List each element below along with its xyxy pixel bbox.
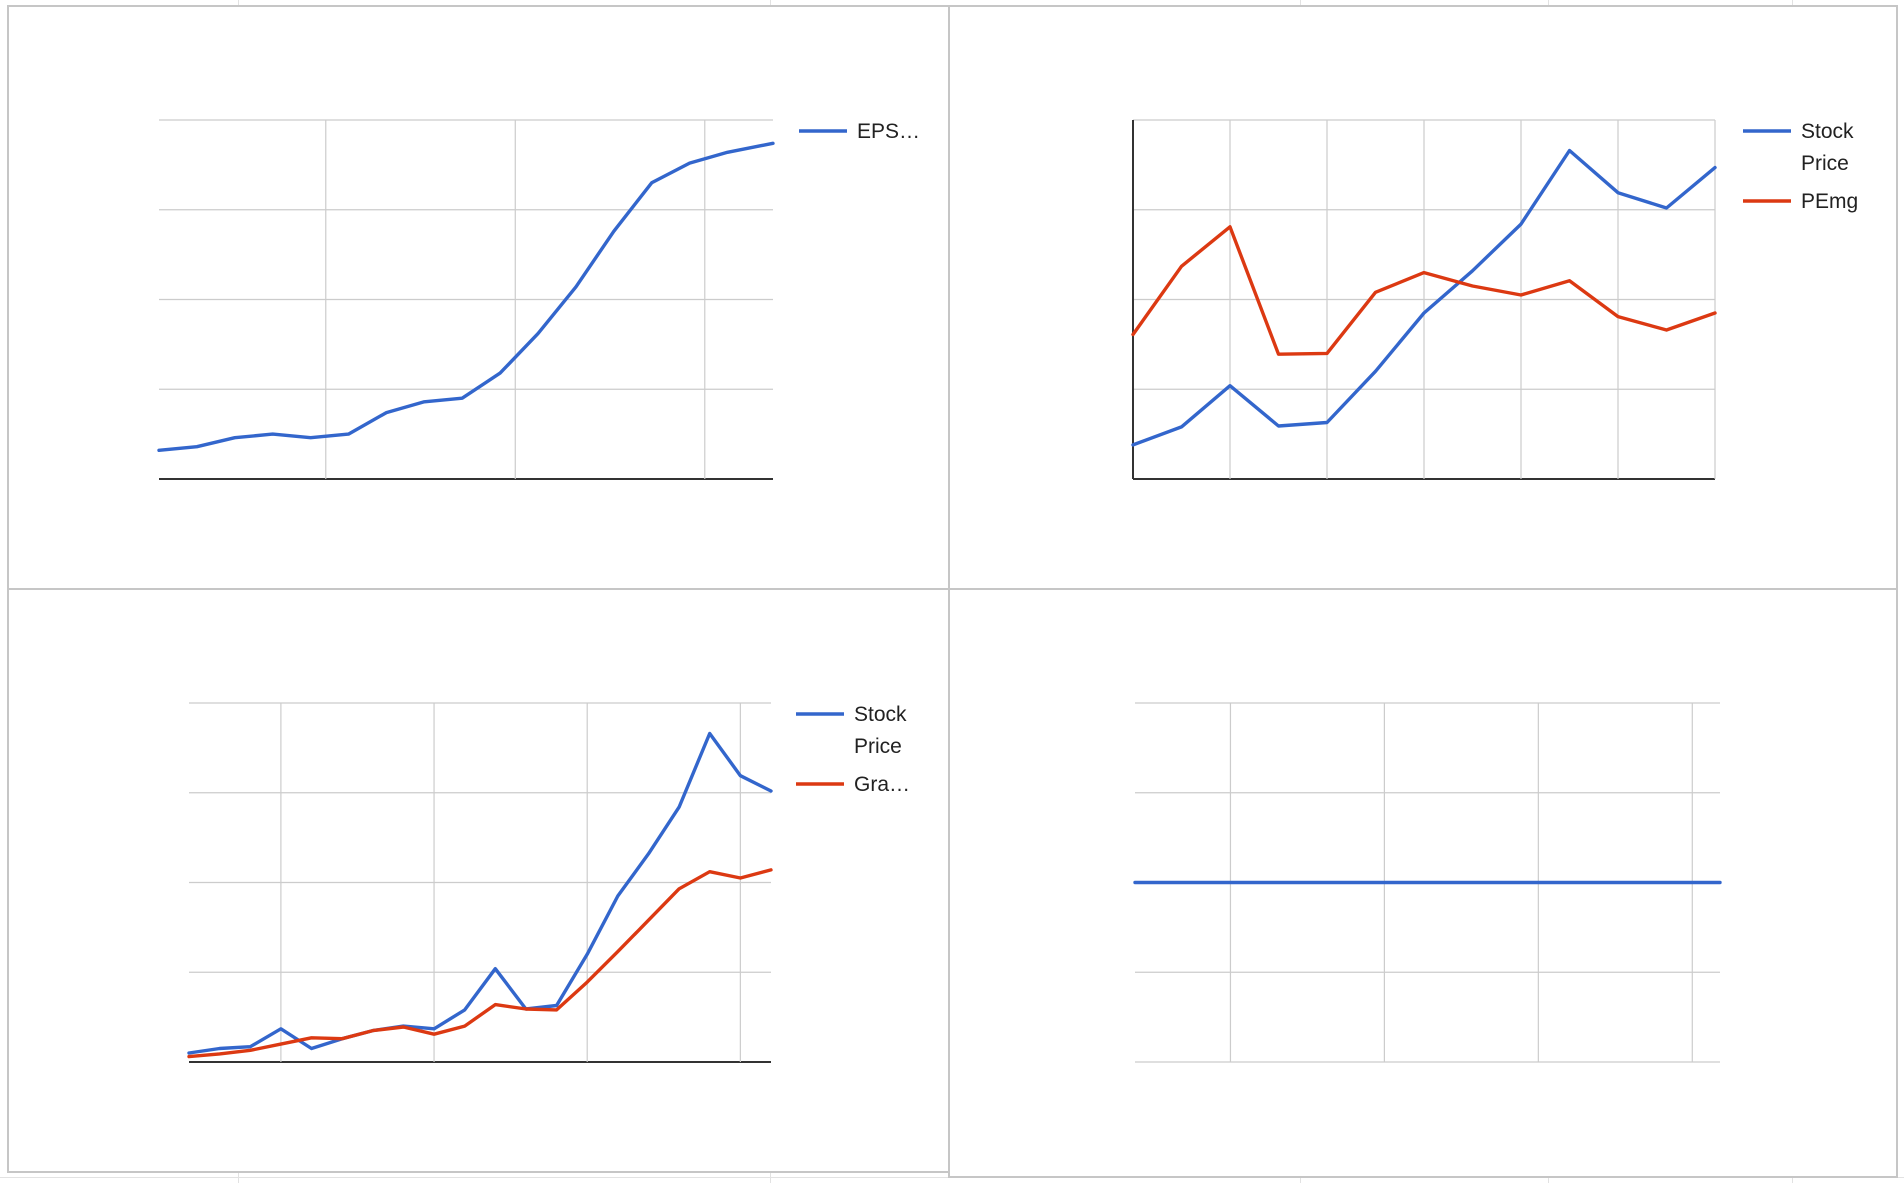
legend-label-line: Stock bbox=[854, 703, 907, 726]
chart-panel-epsmg: EPS… bbox=[7, 5, 950, 590]
legend-label: EPS… bbox=[857, 120, 920, 143]
chart-panel-dividend bbox=[948, 588, 1898, 1178]
price-pemg-chart: Stock Price PEmg bbox=[1131, 119, 1858, 480]
legend-label-line: Price bbox=[1801, 152, 1849, 175]
series-line-1 bbox=[1131, 225, 1717, 356]
series-line-1 bbox=[187, 868, 773, 1059]
legend-label-line: Price bbox=[854, 735, 902, 758]
legend-label: Stock Price bbox=[1801, 120, 1854, 175]
dividend-chart bbox=[1133, 702, 1722, 1063]
series-line-0 bbox=[1131, 148, 1717, 447]
series-line-0 bbox=[157, 141, 775, 452]
legend-label: Stock Price bbox=[854, 703, 907, 758]
chart-panel-price-pemg: Stock Price PEmg bbox=[948, 5, 1898, 590]
epsmg-chart: EPS… bbox=[157, 119, 920, 480]
graham-chart: Stock Price Gra… bbox=[187, 702, 910, 1063]
legend-label: Gra… bbox=[854, 773, 910, 796]
legend-label: PEmg bbox=[1801, 190, 1858, 213]
chart-panel-graham: Stock Price Gra… bbox=[7, 588, 950, 1173]
series-line-0 bbox=[187, 731, 773, 1055]
legend-label-line: Stock bbox=[1801, 120, 1854, 143]
